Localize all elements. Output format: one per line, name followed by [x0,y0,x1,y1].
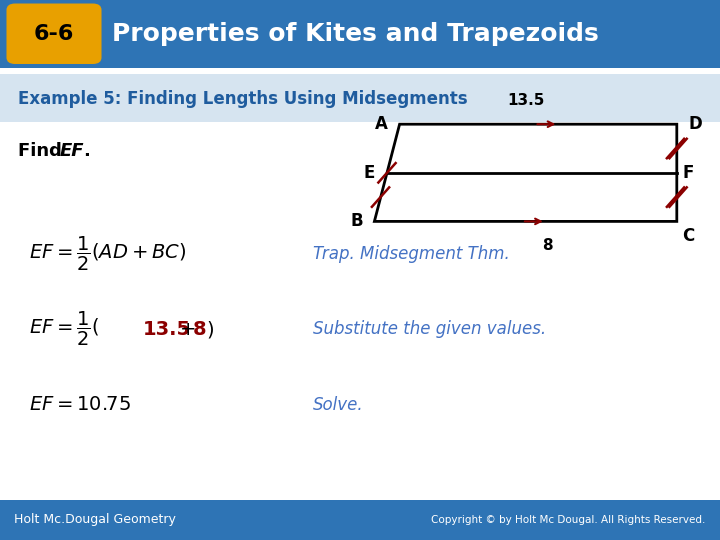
Text: $EF = \dfrac{1}{2}(AD+BC)$: $EF = \dfrac{1}{2}(AD+BC)$ [29,235,186,273]
Text: $EF = 10.75$: $EF = 10.75$ [29,395,131,415]
Text: 8: 8 [542,238,552,253]
Text: Solve.: Solve. [313,396,364,414]
Text: 13.5: 13.5 [507,93,544,108]
Text: Holt Mc.Dougal Geometry: Holt Mc.Dougal Geometry [14,513,176,526]
Text: C: C [683,227,695,245]
Bar [0,74,720,122]
Text: Substitute the given values.: Substitute the given values. [313,320,546,339]
Bar [0,0,720,68]
Text: 13.5: 13.5 [143,320,191,339]
Text: F: F [683,164,694,182]
Text: E: E [364,164,375,182]
Text: Properties of Kites and Trapezoids: Properties of Kites and Trapezoids [112,22,598,46]
Text: $)$: $)$ [206,319,214,340]
FancyBboxPatch shape [6,3,102,64]
Text: B: B [350,212,363,231]
Text: $EF = \dfrac{1}{2}($: $EF = \dfrac{1}{2}($ [29,310,99,348]
Text: $+$: $+$ [179,320,195,339]
Text: Find: Find [18,142,68,160]
Text: Trap. Midsegment Thm.: Trap. Midsegment Thm. [313,245,510,263]
Text: .: . [83,142,90,160]
Text: D: D [688,115,702,133]
Text: EF: EF [60,142,84,160]
Text: A: A [375,115,388,133]
Bar [0,500,720,540]
Text: Example 5: Finding Lengths Using Midsegments: Example 5: Finding Lengths Using Midsegm… [18,90,467,109]
Text: 6-6: 6-6 [34,24,74,44]
Text: Copyright © by Holt Mc Dougal. All Rights Reserved.: Copyright © by Holt Mc Dougal. All Right… [431,515,706,525]
Text: 8: 8 [193,320,207,339]
